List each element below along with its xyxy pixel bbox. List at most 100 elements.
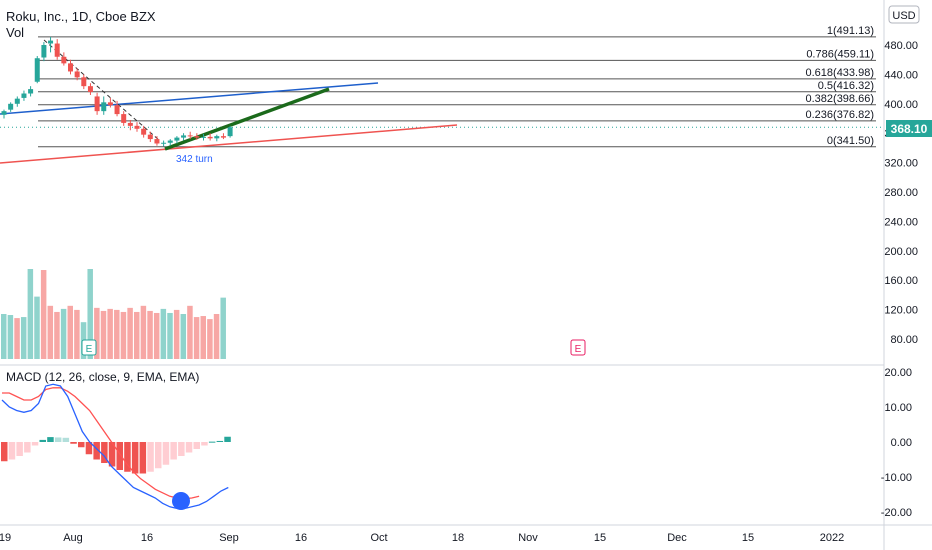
macd-line bbox=[1, 383, 229, 510]
volume-bar bbox=[34, 296, 40, 359]
price-axis-tick: 160.00 bbox=[884, 275, 918, 287]
volume-bar bbox=[134, 311, 140, 359]
price-axis-tick: 400.00 bbox=[884, 99, 918, 111]
fibonacci-retracement[interactable]: 1(491.13) 0.786(459.11) 0.618(433.98)0.5(4… bbox=[0, 25, 884, 148]
time-axis-tick: 15 bbox=[594, 532, 606, 544]
fib-level-label: 0(341.50) bbox=[827, 135, 874, 147]
candlesticks bbox=[1, 36, 233, 147]
chart-title: Roku, Inc., 1D, Cboe BZX bbox=[6, 9, 156, 24]
candle-body bbox=[181, 135, 187, 138]
candle-body bbox=[201, 136, 206, 138]
candle-body bbox=[48, 40, 54, 44]
volume-bar bbox=[67, 305, 73, 359]
earnings-marker-upcoming[interactable] bbox=[570, 339, 586, 356]
volume-bar bbox=[140, 305, 147, 359]
time-axis-tick: 16 bbox=[141, 532, 153, 544]
fib-level-label: 0.618(433.98) bbox=[806, 67, 875, 79]
candle-body bbox=[1, 111, 7, 115]
candle-body bbox=[61, 56, 67, 64]
candle-body bbox=[87, 86, 93, 93]
candle-body bbox=[134, 125, 140, 129]
macd-histogram-bar bbox=[178, 442, 185, 456]
volume-bar bbox=[200, 316, 206, 359]
volume-bar bbox=[167, 312, 173, 359]
macd-histogram-bar bbox=[78, 442, 85, 448]
fib-level-label: 0.786(459.11) bbox=[806, 48, 874, 60]
time-axis-tick: 19 bbox=[0, 532, 11, 544]
volume-bar bbox=[220, 297, 226, 359]
volume-bar bbox=[87, 269, 93, 359]
candle-body bbox=[207, 136, 213, 139]
macd-axis-tick: 0.00 bbox=[891, 437, 912, 449]
trend-lines[interactable] bbox=[0, 39, 458, 164]
macd-histogram-bar bbox=[201, 442, 208, 446]
macd-histogram-bar bbox=[85, 442, 93, 455]
price-axis-tick: 120.00 bbox=[884, 305, 918, 317]
fib-level-label: 0.5(416.32) bbox=[818, 80, 874, 92]
candle-body bbox=[94, 96, 100, 112]
last-price-value: 368.10 bbox=[891, 122, 928, 136]
volume-bar bbox=[100, 310, 107, 359]
macd-histogram-bar bbox=[108, 442, 116, 467]
time-axis-tick: Nov bbox=[518, 532, 538, 544]
price-axis-tick: 200.00 bbox=[884, 246, 918, 258]
currency-label: USD bbox=[892, 10, 915, 22]
volume-bar bbox=[187, 305, 193, 359]
macd-histogram-bar bbox=[93, 442, 100, 460]
volume-bar bbox=[40, 270, 47, 359]
macd-histogram-bar bbox=[54, 437, 62, 442]
volume-bar bbox=[14, 318, 20, 359]
earnings-marker[interactable] bbox=[81, 339, 97, 356]
candle-body bbox=[21, 93, 27, 98]
volume-bar bbox=[147, 310, 153, 359]
volume-bar bbox=[213, 314, 220, 359]
volume-bar bbox=[27, 269, 34, 359]
volume-bar bbox=[20, 317, 27, 359]
candle-body bbox=[81, 77, 87, 87]
candle-body bbox=[214, 136, 220, 139]
macd-histogram-bar bbox=[101, 442, 108, 463]
volume-label: Vol bbox=[6, 25, 24, 40]
macd-histogram-bar bbox=[208, 441, 216, 443]
volume-bar bbox=[160, 308, 167, 359]
price-axis-tick: 80.00 bbox=[890, 334, 918, 346]
blue-trend-line bbox=[0, 82, 379, 115]
price-axis-tick: 440.00 bbox=[884, 69, 918, 81]
macd-histogram-bar bbox=[16, 442, 23, 456]
candle-body bbox=[167, 140, 173, 143]
candle-body bbox=[28, 89, 34, 94]
time-axis-tick: Sep bbox=[219, 532, 239, 544]
volume-bar bbox=[114, 309, 120, 359]
volume-bar bbox=[47, 305, 54, 359]
macd-histogram-bar bbox=[124, 442, 131, 472]
volume-bar bbox=[7, 315, 14, 359]
candle-body bbox=[147, 134, 153, 140]
macd-histogram-bar bbox=[1, 442, 8, 462]
macd-histogram-bar bbox=[116, 442, 123, 470]
candle-body bbox=[127, 122, 133, 126]
candle-body bbox=[74, 71, 80, 78]
fib-level-label: 0.236(376.82) bbox=[806, 109, 875, 121]
price-axis-tick: 320.00 bbox=[884, 158, 918, 170]
volume-bar bbox=[54, 311, 60, 359]
volume-bar bbox=[127, 307, 133, 359]
red-trend-line bbox=[0, 124, 458, 164]
price-axis-tick: 480.00 bbox=[884, 40, 918, 52]
time-axis-tick: 16 bbox=[295, 532, 307, 544]
candle-body bbox=[14, 98, 20, 104]
volume-bar bbox=[180, 314, 187, 359]
volume-bar bbox=[1, 314, 7, 359]
macd-histogram-bar bbox=[193, 442, 200, 449]
currency-button[interactable] bbox=[888, 5, 920, 24]
macd-bottom-marker bbox=[172, 492, 190, 510]
candle-body bbox=[161, 142, 167, 144]
candle-body bbox=[107, 102, 113, 106]
time-axis-tick: 15 bbox=[742, 532, 754, 544]
macd-axis-tick: 10.00 bbox=[884, 402, 912, 414]
candle-body bbox=[174, 137, 180, 141]
volume-bars bbox=[1, 269, 226, 359]
macd-histogram-bar bbox=[62, 437, 70, 442]
macd-histogram-bar bbox=[170, 442, 177, 460]
